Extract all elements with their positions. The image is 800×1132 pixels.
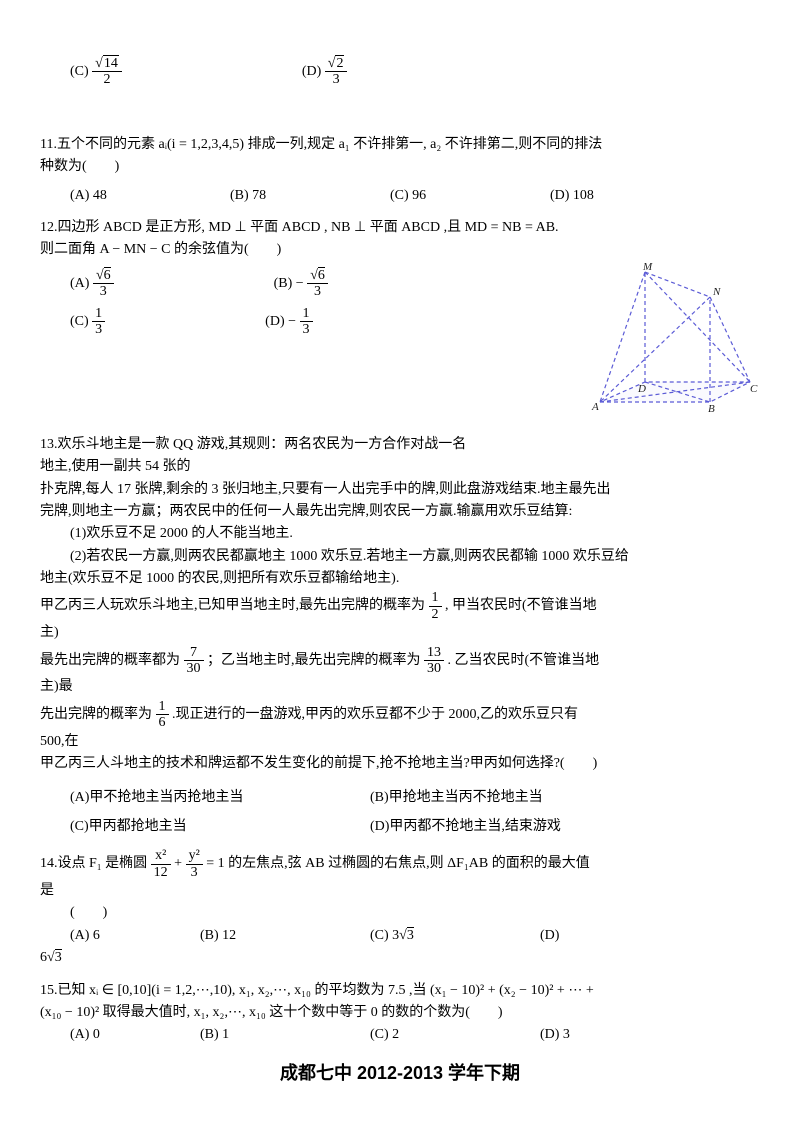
q14-a: (A) 6 (70, 925, 200, 947)
q14-c: (C) 3√3 (370, 925, 540, 947)
q13-l14: 甲乙丙三人斗地主的技术和牌运都不发生变化的前提下,抢不抢地主当?甲丙如何选择?(… (40, 753, 760, 775)
q13-c: (C)甲丙都抢地主当 (70, 816, 370, 838)
q12-stem: 12.四边形 ABCD 是正方形, MD ⊥ 平面 ABCD , NB ⊥ 平面… (40, 217, 760, 239)
q14-stem-c: 是 (40, 880, 760, 902)
q11-opts: (A) 48 (B) 78 (C) 96 (D) 108 (40, 185, 760, 207)
q10-opt-c: (C) √142 (70, 56, 122, 88)
q12-stem2: 则二面角 A − MN − C 的余弦值为( ) (40, 239, 760, 261)
q14-extra: 6√3 (40, 947, 760, 969)
q15-c-opt: (C) 2 (370, 1024, 540, 1046)
q15-opts: (A) 0 (B) 1 (C) 2 (D) 3 (40, 1024, 760, 1046)
svg-text:A: A (591, 401, 599, 412)
q13-l7: 地主(欢乐豆不足 1000 的农民,则把所有欢乐豆都输给地主). (40, 568, 760, 590)
q13-l3: 扑克牌,每人 17 张牌,剩余的 3 张归地主,只要有一人出完手中的牌,则此盘游… (40, 479, 760, 501)
q15-d-opt: (D) 3 (540, 1024, 570, 1046)
q13-l13: 500,在 (40, 731, 760, 753)
q13-b: (B)甲抢地主当丙不抢地主当 (370, 787, 650, 809)
q11-stem2: 种数为( ) (40, 156, 760, 178)
q13-l5: (1)欢乐豆不足 2000 的人不能当地主. (40, 523, 760, 545)
q13-l1: 13.欢乐斗地主是一款 QQ 游戏,其规则：两名农民为一方合作对战一名 (40, 434, 760, 456)
q15-a-opt: (A) 0 (70, 1024, 200, 1046)
q10-opts-row: (C) √142 (D) √23 (40, 56, 760, 88)
svg-text:M: M (642, 262, 653, 273)
q11-stem: 11.五个不同的元素 aᵢ(i = 1,2,3,4,5) 排成一列,规定 a₁ … (40, 134, 760, 156)
page-title: 成都七中 2012-2013 学年下期 (40, 1059, 760, 1088)
q14-b: (B) 12 (200, 925, 370, 947)
svg-text:D: D (637, 383, 646, 395)
q13-l2: 地主,使用一副共 54 张的 (40, 456, 760, 478)
q13-l4: 完牌,则地主一方赢；两农民中的任何一人最先出完牌,则农民一方赢.输赢用欢乐豆结算… (40, 501, 760, 523)
q13-a: (A)甲不抢地主当丙抢地主当 (70, 787, 370, 809)
q13-l9: 主) (40, 622, 760, 644)
q13-l10: 最先出完牌的概率都为 730 ；乙当地主时,最先出完牌的概率为 1330 . 乙… (40, 645, 760, 677)
q14-stem: 14.设点 F₁ 是椭圆 x²12 + y²3 = 1 的左焦点,弦 AB 过椭… (40, 848, 760, 880)
q13-l11: 主)最 (40, 676, 760, 698)
q13-l12: 先出完牌的概率为 16 .现正进行的一盘游戏,甲丙的欢乐豆都不少于 2000,乙… (40, 699, 760, 731)
svg-text:N: N (712, 286, 721, 298)
q14-opts: (A) 6 (B) 12 (C) 3√3 (D) (40, 925, 760, 947)
q11-c: (C) 96 (390, 185, 550, 207)
q12-b: (B) − √63 (274, 268, 328, 300)
q15-b: (x₁₀ − 10)² 取得最大值时, x₁, x₂,⋯, x₁₀ 这十个数中等… (40, 1002, 760, 1024)
svg-text:B: B (708, 403, 715, 412)
q13-l8: 甲乙丙三人玩欢乐斗地主,已知甲当地主时,最先出完牌的概率为 12 , 甲当农民时… (40, 590, 760, 622)
q14-d: (D) (540, 925, 559, 947)
q12-d: (D) − 13 (265, 306, 312, 338)
q15-a: 15.已知 xᵢ ∈ [0,10](i = 1,2,⋯,10), x₁, x₂,… (40, 980, 760, 1002)
q11-a: (A) 48 (70, 185, 230, 207)
q12-figure: M N A B C D (590, 262, 760, 412)
q10-opt-d: (D) √23 (302, 56, 348, 88)
q12-a: (A) √63 (70, 268, 114, 300)
q11-b: (B) 78 (230, 185, 390, 207)
q12-c: (C) 13 (70, 306, 105, 338)
q13-d: (D)甲丙都不抢地主当,结束游戏 (370, 816, 650, 838)
svg-text:C: C (750, 383, 758, 395)
q14-paren: ( ) (40, 902, 760, 924)
q15-b-opt: (B) 1 (200, 1024, 370, 1046)
q11-d: (D) 108 (550, 185, 710, 207)
q13-l6: (2)若农民一方赢,则两农民都赢地主 1000 欢乐豆.若地主一方赢,则两农民都… (40, 546, 760, 568)
